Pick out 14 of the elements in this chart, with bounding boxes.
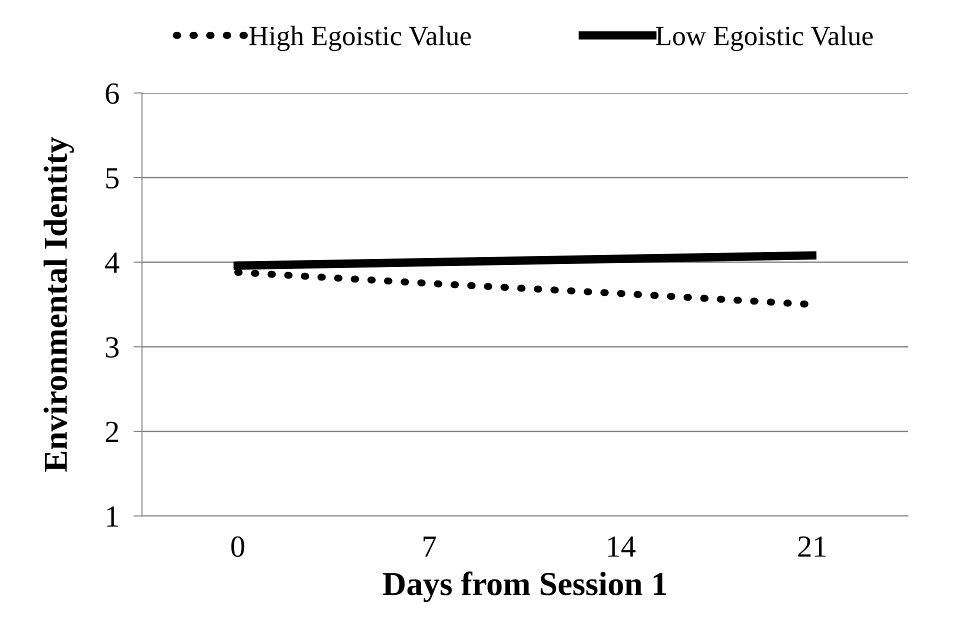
x-tick-label: 0: [231, 536, 244, 557]
y-tick-label: 3: [106, 337, 119, 358]
legend-label: High Egoistic Value: [249, 26, 471, 52]
x-axis-title: Days from Session 1: [382, 571, 666, 602]
y-tick-label: 1: [107, 506, 118, 527]
y-tick-label: 4: [105, 252, 120, 273]
x-tick-label: 14: [608, 536, 636, 557]
y-tick-label: 2: [106, 422, 118, 442]
legend-label: Low Egoistic Value: [656, 26, 873, 52]
y-axis-title: Environmental Identity: [44, 137, 74, 472]
y-tick-label: 5: [106, 168, 119, 188]
y-tick-label: 6: [106, 83, 119, 104]
x-tick-label: 7: [424, 536, 436, 557]
x-tick-label: 21: [798, 536, 826, 557]
